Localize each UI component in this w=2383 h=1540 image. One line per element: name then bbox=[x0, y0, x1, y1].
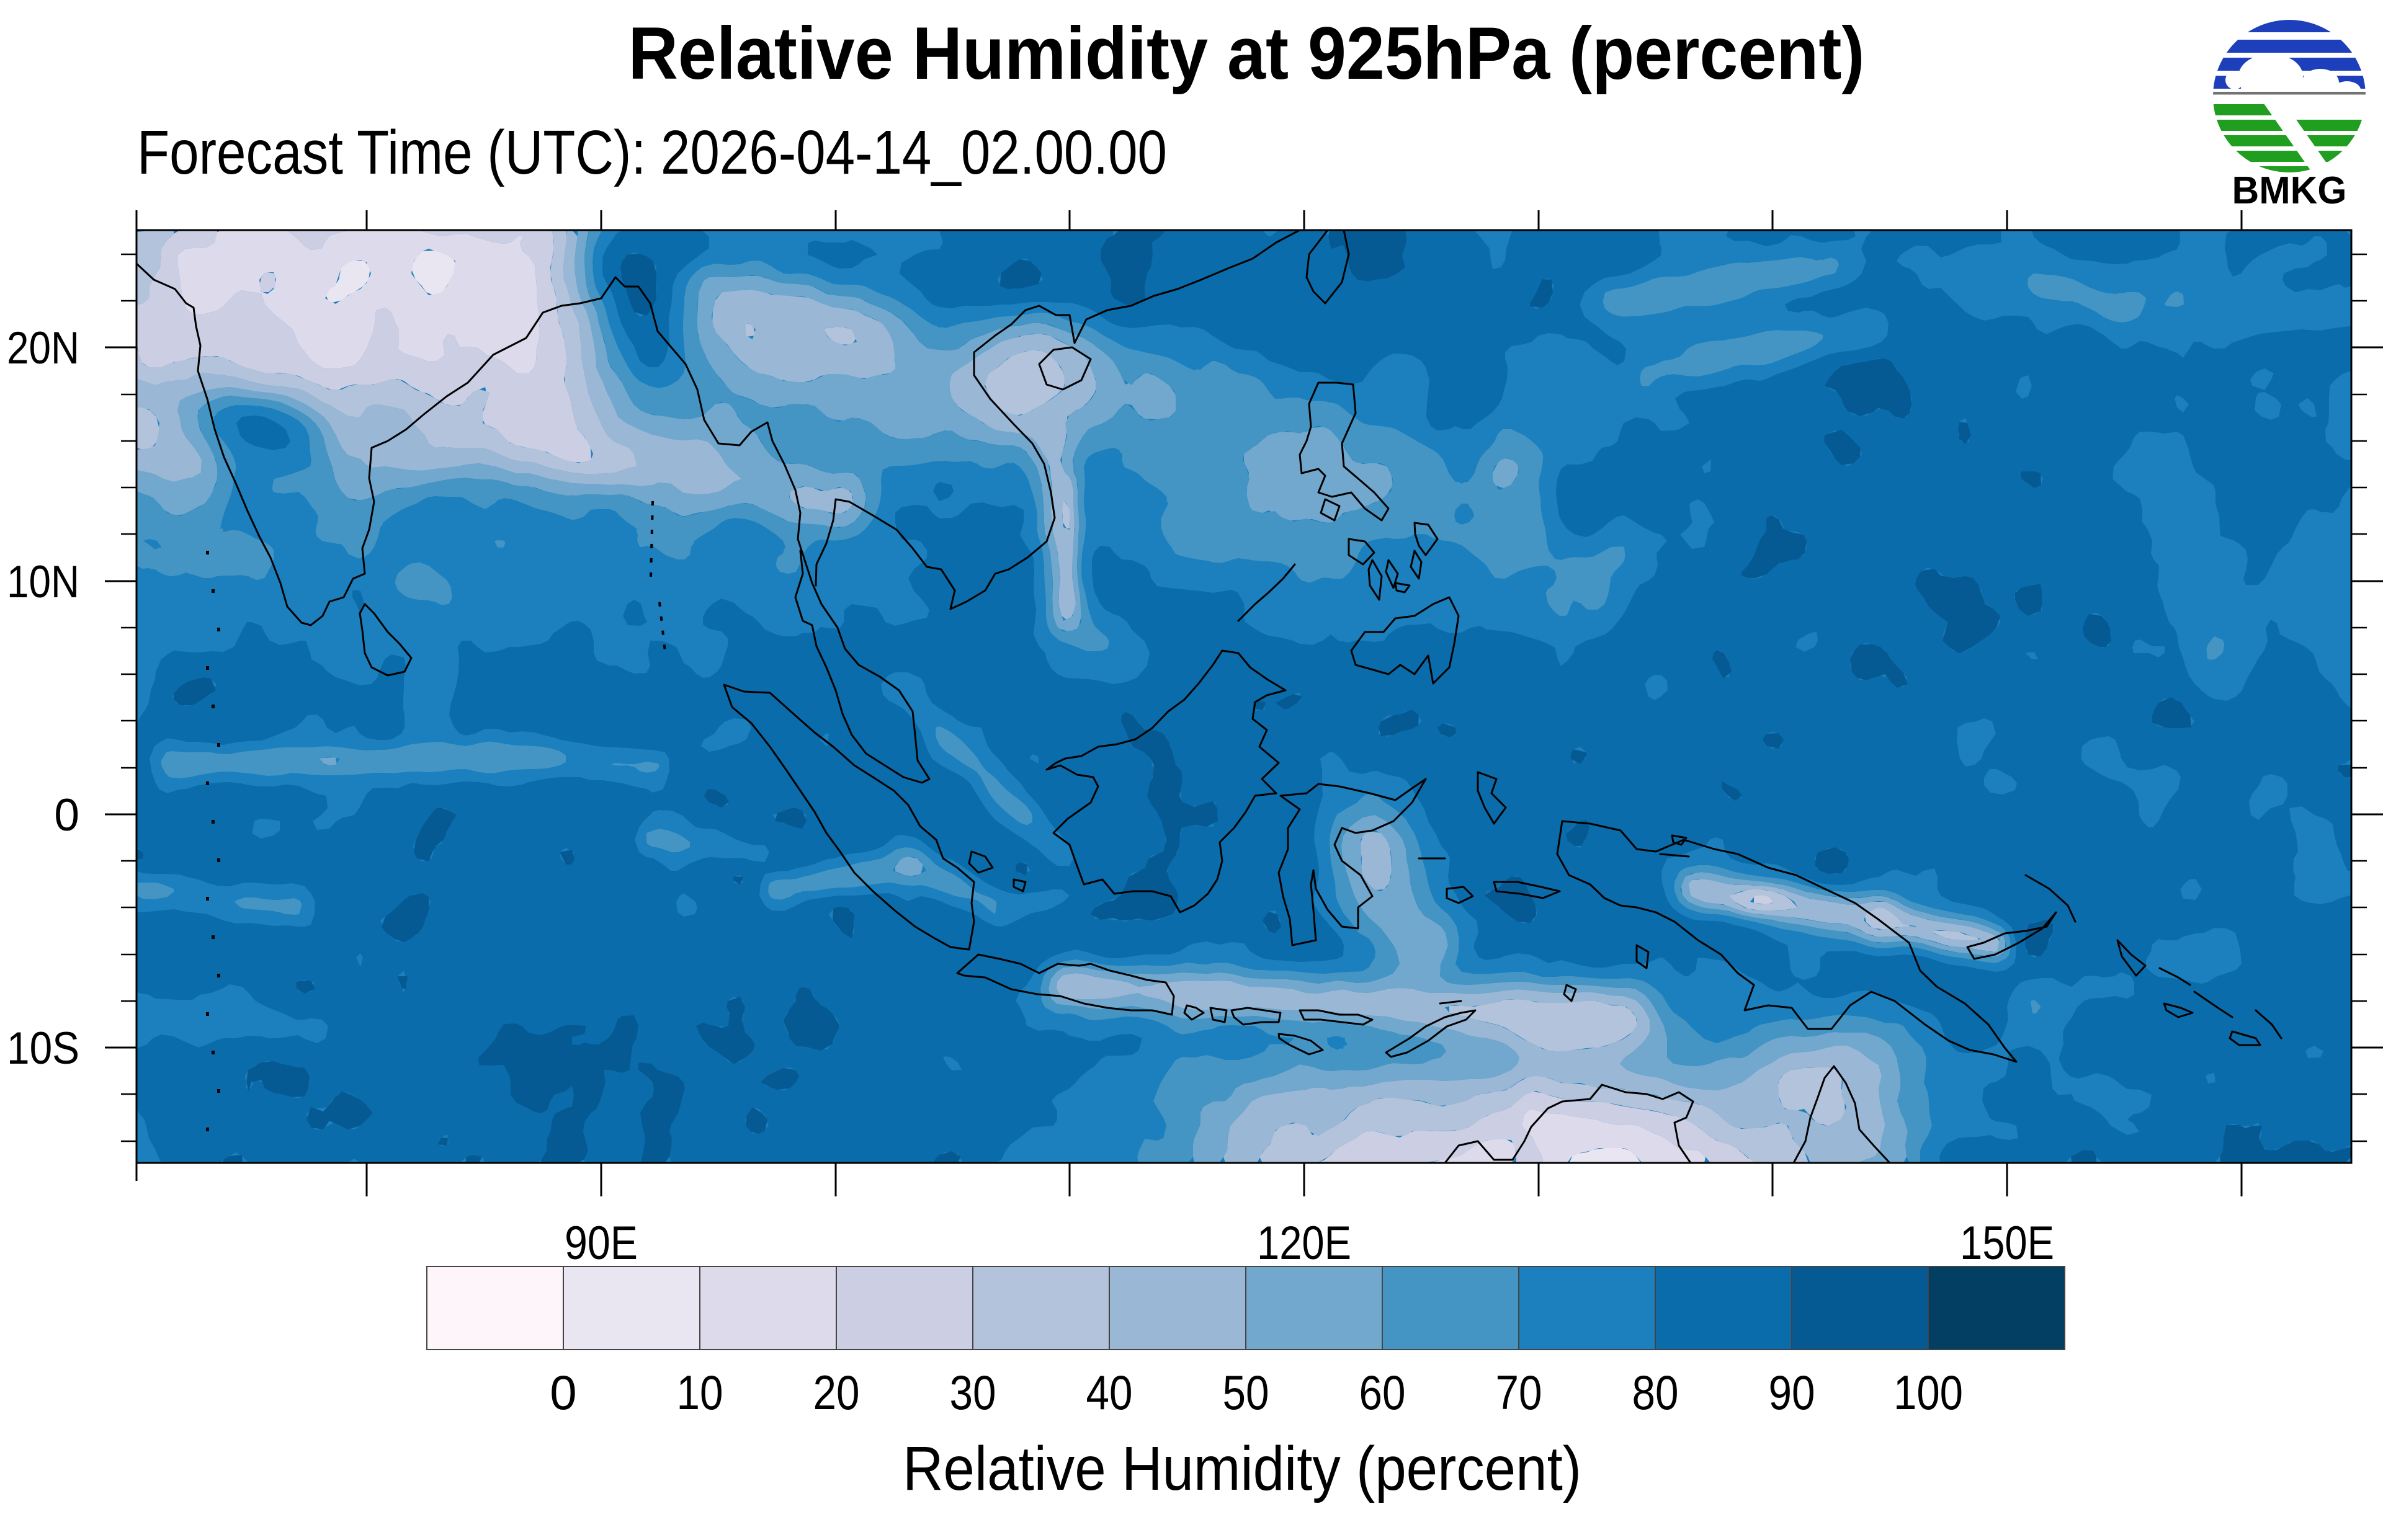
svg-text:10: 10 bbox=[677, 1365, 723, 1420]
svg-text:20N: 20N bbox=[7, 323, 79, 373]
svg-text:Relative Humidity at 925hPa (p: Relative Humidity at 925hPa (percent) bbox=[628, 12, 1865, 95]
svg-text:90E: 90E bbox=[565, 1217, 638, 1270]
svg-text:100: 100 bbox=[1893, 1365, 1963, 1420]
svg-text:60: 60 bbox=[1359, 1365, 1406, 1420]
svg-text:50: 50 bbox=[1223, 1365, 1269, 1420]
svg-text:0: 0 bbox=[54, 790, 79, 840]
svg-text:80: 80 bbox=[1632, 1365, 1679, 1420]
svg-text:40: 40 bbox=[1086, 1365, 1133, 1420]
svg-text:20: 20 bbox=[813, 1365, 860, 1420]
svg-text:Forecast Time (UTC): 2026-04-1: Forecast Time (UTC): 2026-04-14_02.00.00 bbox=[137, 118, 1167, 187]
svg-text:120E: 120E bbox=[1257, 1217, 1351, 1270]
svg-text:BMKG: BMKG bbox=[2232, 169, 2347, 212]
svg-text:0: 0 bbox=[550, 1365, 576, 1420]
svg-text:10N: 10N bbox=[7, 557, 79, 607]
svg-text:70: 70 bbox=[1496, 1365, 1542, 1420]
svg-text:Relative Humidity (percent): Relative Humidity (percent) bbox=[903, 1434, 1581, 1503]
svg-text:10S: 10S bbox=[7, 1023, 79, 1074]
svg-text:150E: 150E bbox=[1960, 1217, 2054, 1270]
svg-text:30: 30 bbox=[950, 1365, 996, 1420]
svg-text:90: 90 bbox=[1769, 1365, 1815, 1420]
